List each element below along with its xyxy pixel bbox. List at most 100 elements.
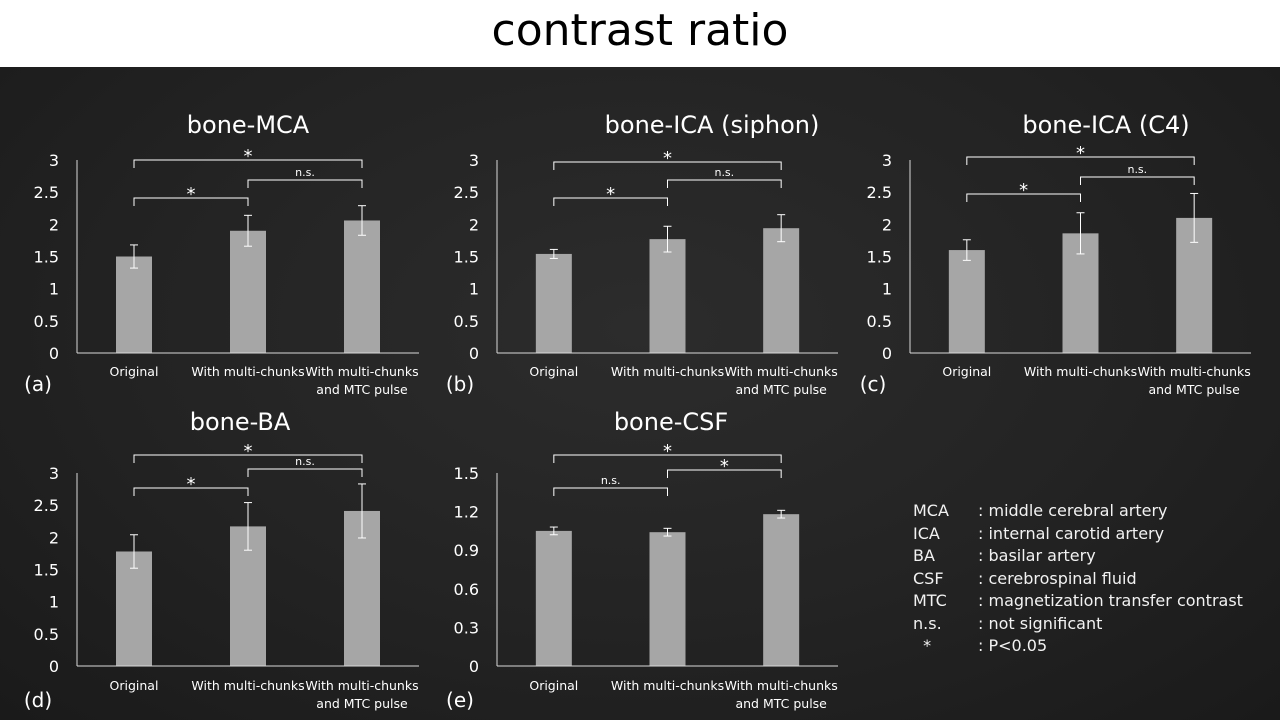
- significance-label: n.s.: [295, 455, 315, 468]
- x-tick-label: and MTC pulse: [735, 382, 827, 397]
- significance-bracket: [553, 487, 668, 496]
- legend-row: BA : basilar artery: [913, 545, 1243, 568]
- y-tick-label: 1.5: [454, 248, 479, 267]
- y-tick-label: 1: [469, 280, 479, 299]
- chart-panel-e: bone-CSF 0 0.3 0.6 0.9 1.2 1.5 Original With mul…: [446, 408, 838, 712]
- legend-abbr: *: [913, 636, 932, 655]
- y-tick-label: 0.5: [34, 625, 59, 644]
- legend-definition: : magnetization transfer contrast: [978, 591, 1243, 610]
- chart-title: bone-CSF: [614, 408, 728, 436]
- significance-bracket: [553, 161, 782, 170]
- x-tick-label: With multi-chunks: [1138, 364, 1251, 379]
- y-tick-label: 0: [882, 344, 892, 363]
- legend-abbr: MCA: [913, 501, 949, 520]
- x-tick-label: Original: [529, 678, 578, 693]
- legend-row: MCA: middle cerebral artery: [913, 500, 1243, 523]
- y-tick-label: 1.5: [454, 464, 479, 483]
- x-tick-label: Original: [110, 364, 159, 379]
- significance-label: n.s.: [714, 166, 734, 179]
- legend-definition: : cerebrospinal fluid: [978, 568, 1137, 588]
- legend-abbr: BA: [913, 546, 935, 565]
- bar: [948, 250, 985, 353]
- y-tick-label: 3: [469, 151, 479, 170]
- x-tick-label: Original: [942, 364, 991, 379]
- y-tick-label: 1: [49, 593, 59, 612]
- slide-canvas: bone-MCA 0 0.5 1 1.5 2 2.5 3 Original With multi-…: [0, 67, 1280, 720]
- legend-definition: : not significant: [978, 613, 1103, 633]
- y-tick-label: 1.5: [867, 248, 892, 267]
- y-tick-label: 0.6: [454, 580, 479, 599]
- significance-bracket: [133, 454, 363, 463]
- chart-title: bone-BA: [190, 408, 291, 436]
- chart-title: bone-MCA: [187, 111, 310, 139]
- legend-abbr: n.s.: [913, 613, 942, 633]
- panel-label: (a): [24, 372, 52, 396]
- significance-label: n.s.: [601, 474, 621, 487]
- legend-definition: : basilar artery: [978, 546, 1096, 565]
- panel-label: (e): [446, 688, 474, 712]
- y-tick-label: 0: [469, 657, 479, 676]
- x-tick-label: and MTC pulse: [316, 696, 408, 711]
- title-bar: contrast ratio: [0, 0, 1280, 67]
- chart-panel-a: bone-MCA 0 0.5 1 1.5 2 2.5 3 Original With multi-…: [24, 111, 419, 397]
- y-tick-label: 1: [882, 280, 892, 299]
- bar: [649, 239, 686, 353]
- y-tick-label: 2.5: [867, 183, 892, 202]
- significance-bracket: [553, 197, 668, 206]
- significance-label: *: [720, 456, 729, 477]
- legend-row: CSF : cerebrospinal fluid: [913, 568, 1243, 591]
- y-tick-label: 1.5: [34, 561, 59, 580]
- legend-row: MTC : magnetization transfer contrast: [913, 590, 1243, 613]
- significance-label: *: [187, 184, 196, 205]
- y-tick-label: 1: [49, 280, 59, 299]
- panel-label: (c): [860, 372, 887, 396]
- y-tick-label: 0.5: [34, 312, 59, 331]
- x-tick-label: With multi-chunks: [1024, 364, 1137, 379]
- legend-abbr: CSF: [913, 568, 944, 588]
- y-tick-label: 3: [49, 464, 59, 483]
- bar: [116, 256, 152, 353]
- significance-bracket: [966, 156, 1195, 165]
- x-tick-label: With multi-chunks: [725, 678, 838, 693]
- bar: [230, 230, 266, 353]
- y-tick-label: 0.5: [867, 312, 892, 331]
- panel-label: (b): [446, 372, 474, 396]
- x-tick-label: Original: [529, 364, 578, 379]
- panel-label: (d): [24, 688, 52, 712]
- y-tick-label: 0: [49, 344, 59, 363]
- y-tick-label: 2.5: [34, 496, 59, 515]
- legend-row: ICA: internal carotid artery: [913, 523, 1243, 546]
- legend-abbr: ICA: [913, 523, 940, 543]
- x-tick-label: Original: [110, 678, 159, 693]
- x-tick-label: With multi-chunks: [191, 678, 304, 693]
- y-tick-label: 0.9: [454, 541, 479, 560]
- significance-label: *: [606, 184, 615, 205]
- abbreviation-legend: MCA: middle cerebral artery ICA: interna…: [913, 500, 1243, 658]
- x-tick-label: With multi-chunks: [611, 678, 724, 693]
- y-tick-label: 2: [49, 528, 59, 547]
- significance-bracket: [133, 487, 249, 496]
- significance-bracket: [133, 197, 249, 206]
- bar: [535, 253, 572, 353]
- significance-bracket: [247, 468, 363, 477]
- significance-bracket: [1080, 176, 1195, 185]
- significance-bracket: [966, 193, 1081, 202]
- page-title: contrast ratio: [491, 5, 789, 56]
- significance-label: *: [1019, 180, 1028, 201]
- bar: [763, 514, 800, 666]
- y-tick-label: 0: [49, 657, 59, 676]
- bar: [116, 551, 152, 666]
- y-tick-label: 3: [882, 151, 892, 170]
- chart-panel-c: bone-ICA (C4) 0 0.5 1 1.5 2 2.5 3 Original With m…: [860, 111, 1251, 397]
- y-tick-label: 2: [882, 215, 892, 234]
- charts-svg: bone-MCA 0 0.5 1 1.5 2 2.5 3 Original With multi-…: [24, 111, 1251, 712]
- bar: [649, 532, 686, 666]
- significance-label: *: [663, 441, 672, 462]
- significance-bracket: [667, 179, 782, 188]
- y-tick-label: 0: [469, 344, 479, 363]
- legend-abbr: MTC: [913, 591, 947, 610]
- x-tick-label: and MTC pulse: [316, 382, 408, 397]
- chart-panel-b: bone-ICA (siphon) 0 0.5 1 1.5 2 2.5 3 Original Wi…: [446, 111, 838, 397]
- y-tick-label: 2.5: [34, 183, 59, 202]
- bar: [535, 530, 572, 666]
